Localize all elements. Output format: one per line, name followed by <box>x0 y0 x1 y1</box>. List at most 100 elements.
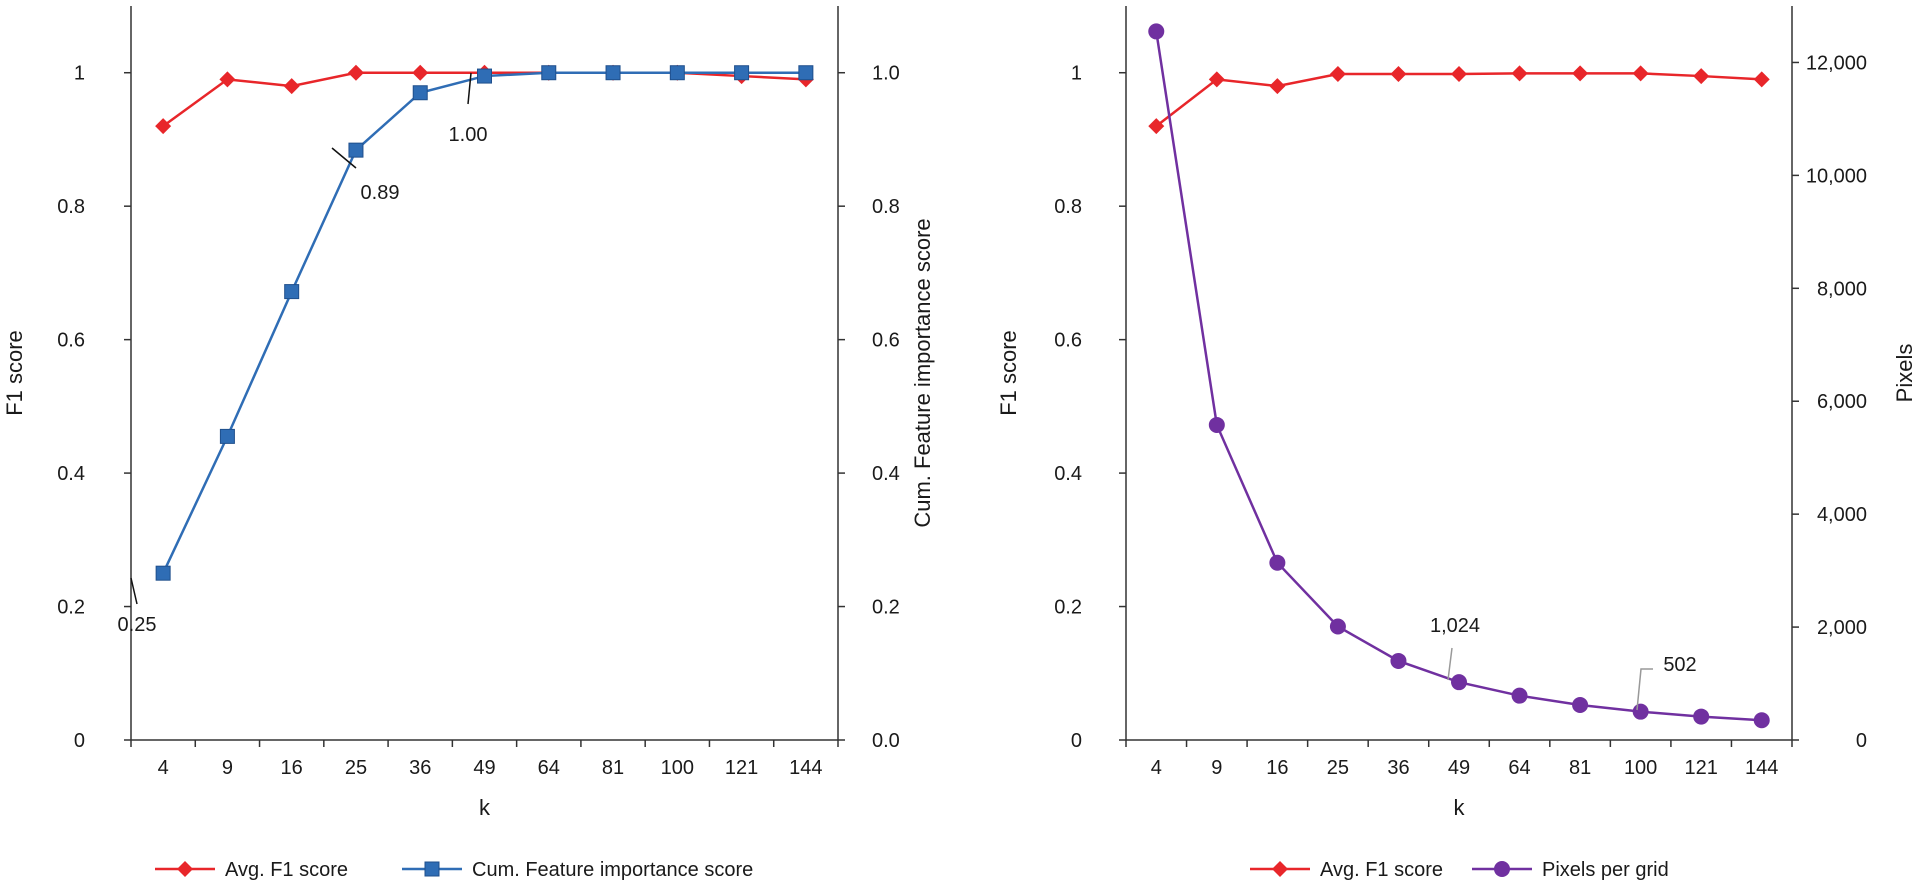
y-tick-label: 0.8 <box>57 196 85 218</box>
x-tick-label: 64 <box>538 757 560 779</box>
legend-marker-pixels-per-grid <box>1494 861 1510 877</box>
y2-tick-label: 8,000 <box>1817 278 1867 300</box>
cum-feature-importance-score-point <box>541 65 557 81</box>
cum-feature-importance-score-point <box>669 65 685 81</box>
annotation-leader <box>331 147 357 169</box>
avg-f1-score-point <box>1329 66 1346 83</box>
avg-f1-score-point <box>283 78 300 95</box>
x-tick-label: 25 <box>345 757 367 779</box>
cum-feature-importance-score-point <box>348 142 364 158</box>
x-tick-label: 25 <box>1327 757 1349 779</box>
data-label: 0.89 <box>361 182 400 204</box>
x-tick-label: 49 <box>1448 757 1470 779</box>
cum-feature-importance-score-point <box>284 284 300 300</box>
avg-f1-score-point <box>219 71 236 88</box>
y-axis-title: F1 score <box>2 330 27 416</box>
avg-f1-score-point <box>1269 78 1286 95</box>
y-tick-label: 0 <box>74 730 85 752</box>
x-tick-label: 64 <box>1508 757 1530 779</box>
avg-f1-score-point <box>1390 66 1407 83</box>
pixels-per-grid-point <box>1693 708 1710 725</box>
avg-f1-score-point <box>1572 65 1589 82</box>
legend-marker-cum-feature-importance-score <box>424 861 440 877</box>
avg-f1-score-point <box>412 64 429 81</box>
annotation-leader <box>467 72 472 105</box>
y2-tick-label: 6,000 <box>1817 391 1867 413</box>
avg-f1-score-point <box>1753 71 1770 88</box>
avg-f1-score-point <box>1632 65 1649 82</box>
x-tick-label: 100 <box>1624 757 1657 779</box>
y2-axis-title: Cum. Feature importance score <box>910 218 935 527</box>
y2-tick-label: 10,000 <box>1806 165 1867 187</box>
x-tick-label: 36 <box>1387 757 1409 779</box>
legend-label-cum-feature-importance-score: Cum. Feature importance score <box>472 859 753 881</box>
pixels-per-grid-point <box>1329 618 1346 635</box>
cum-feature-importance-score-point <box>219 428 235 444</box>
cum-feature-importance-score-point <box>412 85 428 101</box>
y-tick-label: 0.2 <box>1054 597 1082 619</box>
cum-feature-importance-score-point <box>155 565 171 581</box>
legend-label-avg-f1-score: Avg. F1 score <box>1320 859 1443 881</box>
annotation-leader <box>130 577 138 605</box>
x-tick-label: 81 <box>1569 757 1591 779</box>
avg-f1-score-point <box>347 64 364 81</box>
cum-feature-importance-score-point <box>798 65 814 81</box>
data-label: 502 <box>1663 654 1696 676</box>
cum-feature-importance-score-point <box>477 68 492 84</box>
x-tick-label: 81 <box>602 757 624 779</box>
x-tick-label: 4 <box>158 757 169 779</box>
x-tick-label: 4 <box>1151 757 1162 779</box>
avg-f1-score-point <box>1148 118 1165 135</box>
x-axis-title: k <box>479 795 491 820</box>
pixels-per-grid-point <box>1269 554 1286 571</box>
x-tick-label: 16 <box>281 757 303 779</box>
avg-f1-score-point <box>1208 71 1225 88</box>
avg-f1-score-point <box>1511 65 1528 82</box>
y2-tick-label: 4,000 <box>1817 504 1867 526</box>
cum-feature-importance-score-line <box>162 71 806 574</box>
data-label: 1,024 <box>1430 615 1480 637</box>
y-tick-label: 0 <box>1071 730 1082 752</box>
pixels-per-grid-point <box>1208 416 1225 433</box>
legend-label-pixels-per-grid: Pixels per grid <box>1542 859 1669 881</box>
y2-tick-label: 0.6 <box>872 330 900 352</box>
y-tick-label: 1 <box>74 63 85 85</box>
x-tick-label: 9 <box>222 757 233 779</box>
x-tick-label: 16 <box>1266 757 1288 779</box>
pixels-per-grid-point <box>1511 687 1528 704</box>
y-tick-label: 0.6 <box>1054 330 1082 352</box>
pixels-per-grid-point <box>1572 696 1589 713</box>
y2-tick-label: 0.2 <box>872 597 900 619</box>
avg-f1-score-point <box>155 118 172 135</box>
y2-tick-label: 1.0 <box>872 63 900 85</box>
data-label: 1.00 <box>449 124 488 146</box>
cum-feature-importance-score-point <box>605 65 621 81</box>
x-tick-label: 121 <box>725 757 758 779</box>
pixels-per-grid-point <box>1148 23 1165 40</box>
annotation-leader <box>1636 668 1653 711</box>
y-tick-label: 1 <box>1071 63 1082 85</box>
y-tick-label: 0.4 <box>1054 463 1082 485</box>
x-tick-label: 144 <box>1745 757 1778 779</box>
y-tick-label: 0.6 <box>57 330 85 352</box>
y2-tick-label: 0.0 <box>872 730 900 752</box>
pixels-per-grid-point <box>1632 703 1649 720</box>
y2-tick-label: 0 <box>1856 730 1867 752</box>
x-tick-label: 121 <box>1684 757 1717 779</box>
avg-f1-score-point <box>1693 68 1710 85</box>
cum-feature-importance-score-point <box>734 65 750 81</box>
y2-tick-label: 12,000 <box>1806 52 1867 74</box>
legend-marker-avg-f1-score <box>177 861 193 877</box>
y2-tick-label: 0.8 <box>872 196 900 218</box>
annotation-leader <box>1447 647 1453 681</box>
y-tick-label: 0.4 <box>57 463 85 485</box>
x-tick-label: 49 <box>473 757 495 779</box>
x-tick-label: 100 <box>661 757 694 779</box>
y-axis-title: F1 score <box>996 330 1021 416</box>
data-label: 0.25 <box>118 614 157 636</box>
y-tick-label: 0.2 <box>57 597 85 619</box>
y-tick-label: 0.8 <box>1054 196 1082 218</box>
x-axis-title: k <box>1454 795 1466 820</box>
